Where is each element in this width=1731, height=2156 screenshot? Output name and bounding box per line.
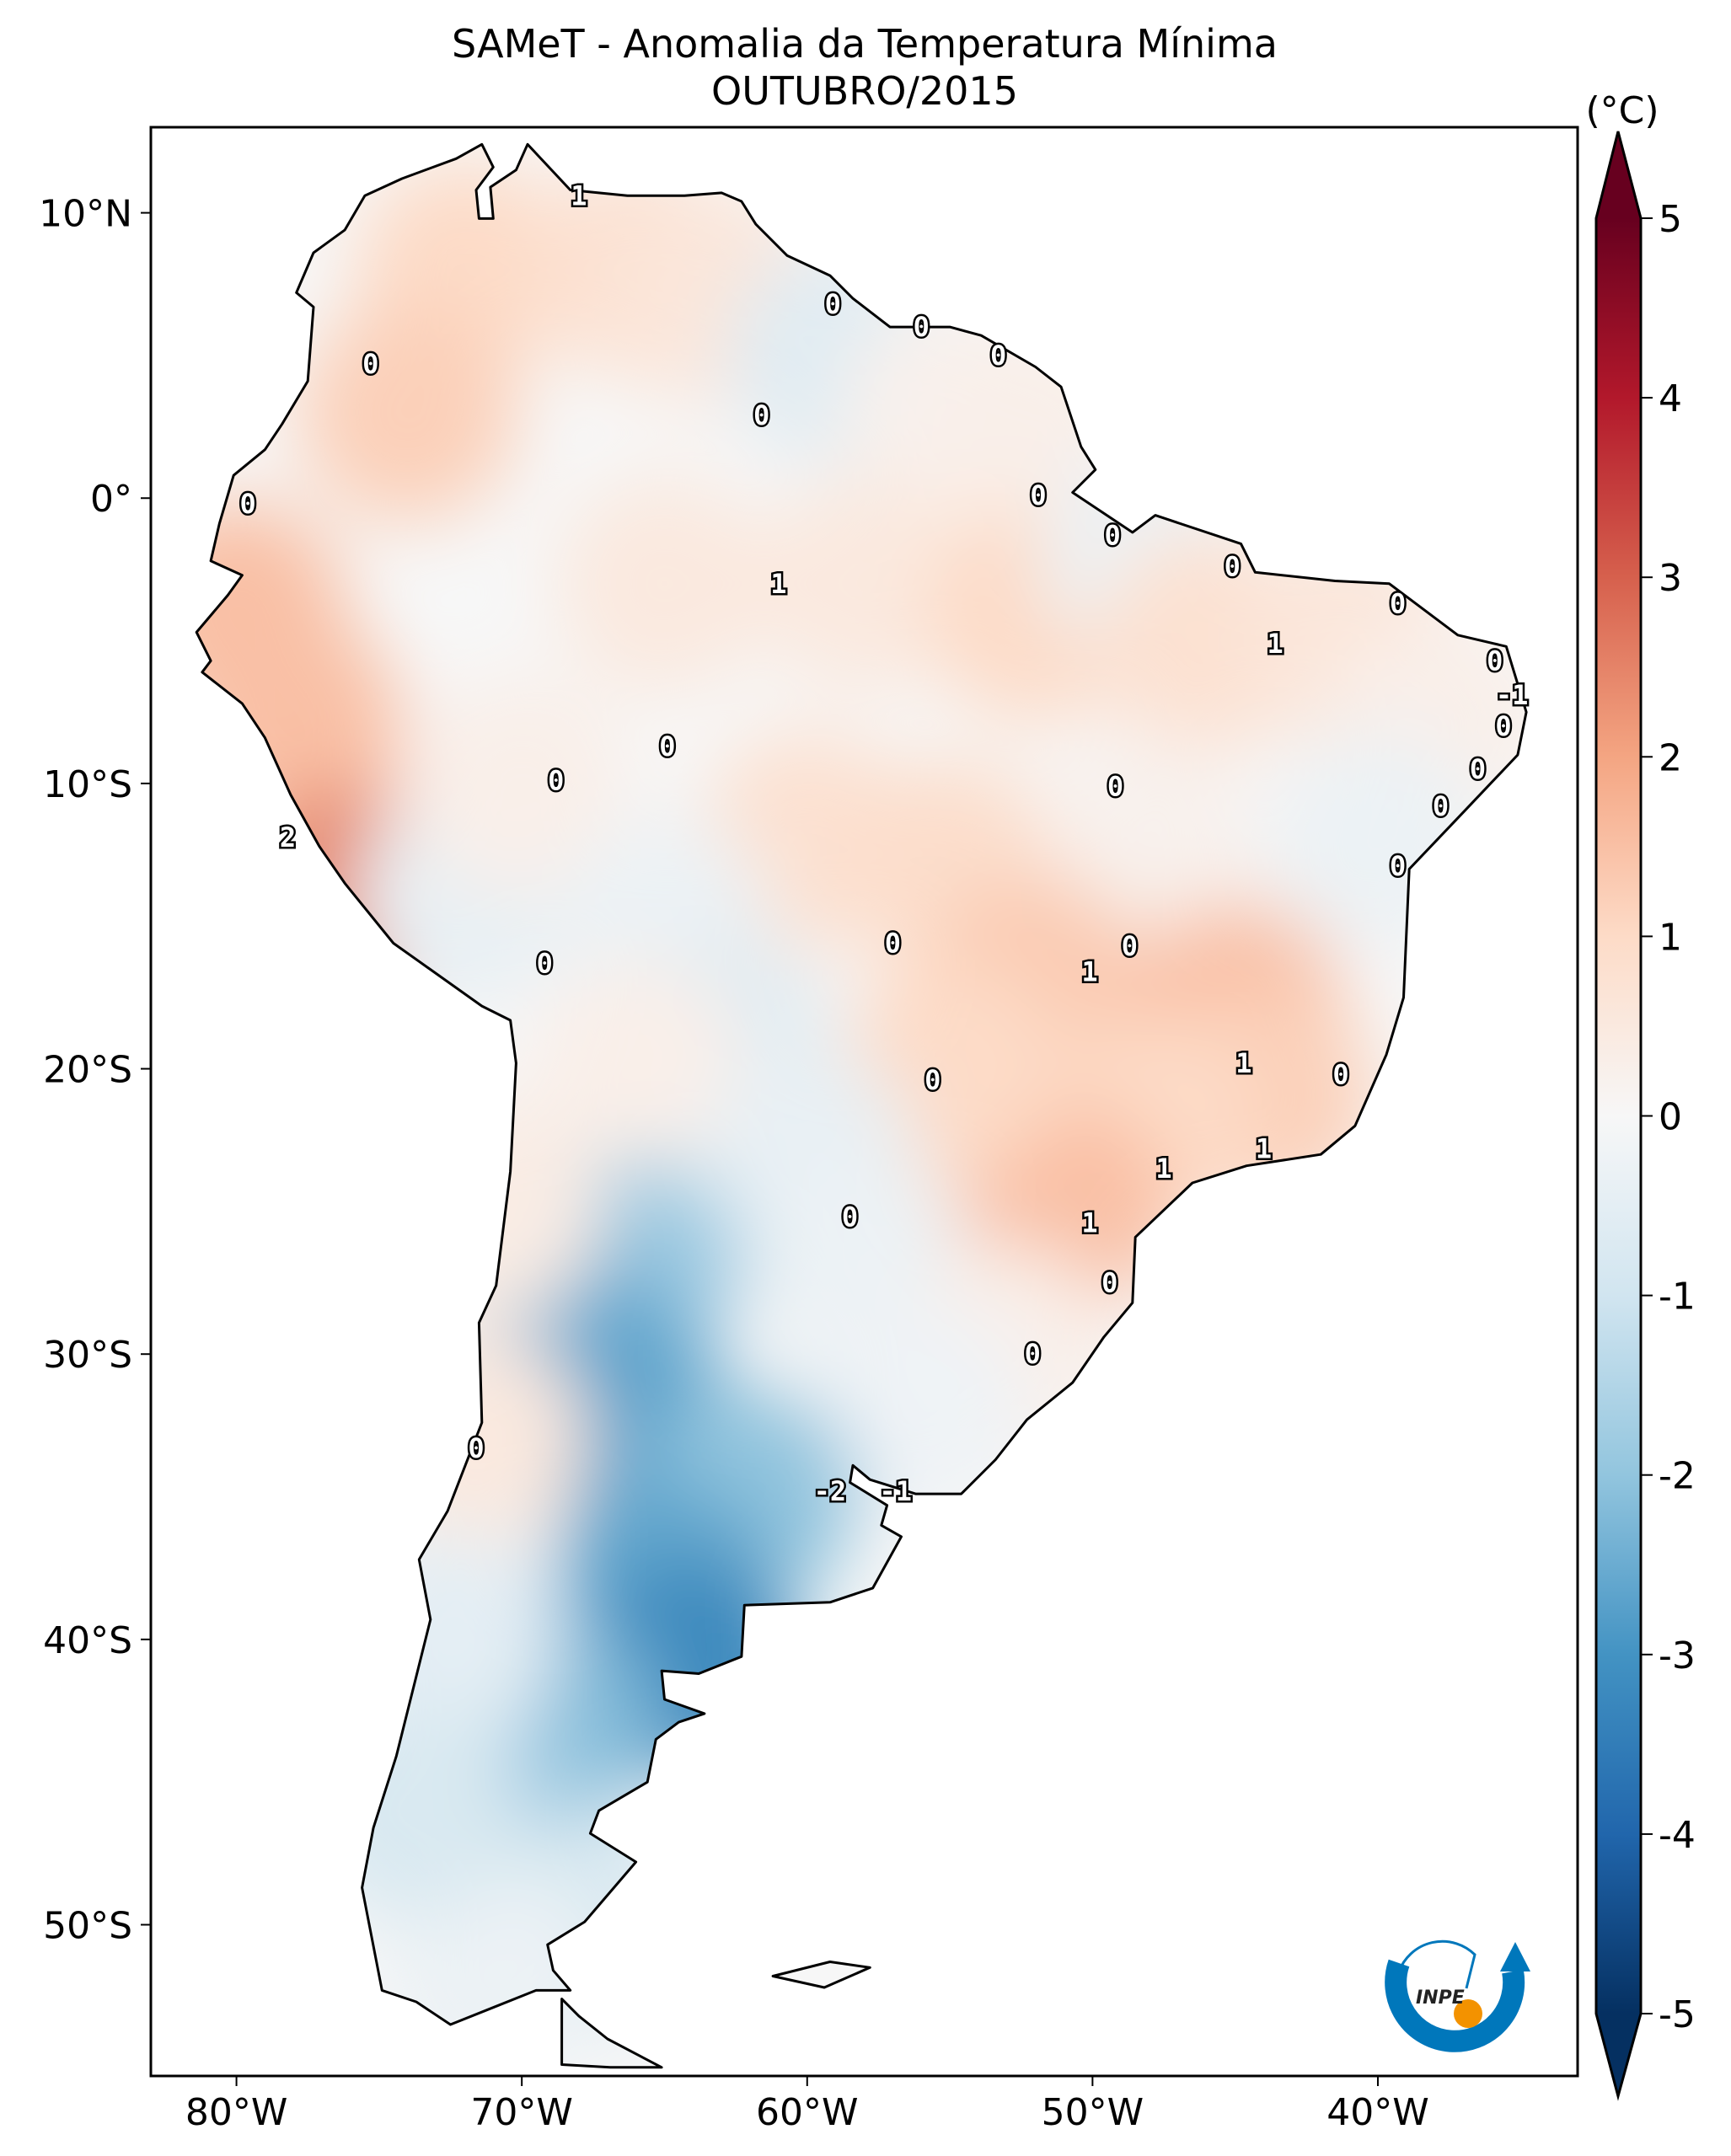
field-sample [383,1101,603,1321]
contour-label: 0 [468,1432,484,1464]
field-sample [526,959,746,1179]
x-tick-label: 40°W [1326,2091,1429,2134]
field-sample [297,1701,517,1921]
colorbar: (°C) 5 4 3 2 1 0 -1 -2 -3 -4 -5 [1585,89,1696,2101]
contour-label: 0 [1107,770,1123,802]
contour-label: 0 [924,1064,941,1096]
x-tick-label: 70°W [470,2091,573,2134]
contour-label: 0 [1433,790,1449,822]
logo-arc [1385,1959,1525,2052]
colorbar-tick-label: 4 [1659,377,1682,420]
colorbar-tick-label: 2 [1659,736,1682,779]
field-sample [754,473,974,693]
contour-label: 0 [1390,588,1406,620]
colorbar-tick-label: 0 [1659,1096,1682,1139]
colorbar-tick-label: -3 [1659,1634,1696,1677]
y-axis: 10°N 0° 10°S 20°S 30°S 40°S 50°S [39,193,151,1948]
contour-label: 1 [1235,1047,1251,1079]
colorbar-tick-label: -2 [1659,1455,1696,1498]
contour-label: 0 [1487,645,1503,677]
contour-label: 1 [571,179,587,211]
y-tick-label: 40°S [43,1619,132,1662]
contour-label: 0 [548,765,564,797]
contour-label: 2 [280,821,296,853]
colorbar-extend-min [1596,2014,1641,2096]
contour-label: 0 [1332,1058,1348,1090]
contour-label: 0 [239,488,255,520]
contour-label: 0 [825,288,841,320]
contour-label: 1 [1081,1206,1097,1238]
contour-label: -1 [1496,679,1529,711]
anomaly-field [196,144,1527,2068]
x-tick-label: 80°W [185,2091,288,2134]
colorbar-tick-label: 1 [1659,916,1682,959]
contour-label: 0 [753,399,769,431]
colorbar-tick-label: 5 [1659,198,1682,241]
field-sample [555,473,774,693]
contour-label: 0 [1225,551,1241,583]
field-sample [412,673,632,893]
contour-label: 0 [990,340,1006,372]
y-tick-label: 10°N [39,193,132,236]
colorbar-extend-max [1596,131,1641,218]
contour-label: 1 [770,568,786,600]
falklands-coast [771,1961,871,1989]
tierra-del-fuego-coast [560,1998,663,2069]
contour-label: -2 [814,1475,847,1507]
contour-label: 0 [1030,479,1046,511]
logo-inner-arc [1397,1939,1476,1989]
logo-text: INPE [1416,1987,1465,2009]
field-sample [297,302,517,522]
inpe-logo: INPE [1385,1939,1530,2052]
y-tick-label: 0° [90,478,132,521]
colorbar-tick-label: 3 [1659,557,1682,600]
mainland-coast [195,142,1528,2026]
contour-label: -1 [879,1475,912,1507]
y-tick-label: 30°S [43,1334,132,1377]
x-tick-label: 50°W [1042,2091,1144,2134]
y-tick-label: 20°S [43,1049,132,1092]
contour-label: 0 [885,928,901,960]
colorbar-tick-label: -1 [1659,1276,1696,1319]
colorbar-gradient [1596,218,1641,2014]
chart-subtitle: OUTUBRO/2015 [711,68,1018,114]
y-tick-label: 10°S [43,763,132,806]
colorbar-tick-label: -5 [1659,1993,1696,2036]
contour-label: 0 [1495,710,1511,742]
logo-arrow-icon [1500,1942,1530,1971]
chart-title: SAMeT - Anomalia da Temperatura Mínima [452,21,1278,67]
contour-label: 0 [659,730,675,762]
field-sample [812,1301,1032,1521]
contour-label: 0 [1470,753,1486,785]
x-axis: 80°W 70°W 60°W 50°W 40°W [185,2076,1429,2134]
contour-label: 1 [1155,1153,1171,1185]
contour-label: 0 [914,311,930,343]
contour-label: 0 [537,947,553,979]
colorbar-tick-label: -4 [1659,1814,1696,1857]
contour-label: 1 [1267,628,1283,660]
coastline [195,142,1528,2069]
field-sample [196,502,346,722]
contour-label: 0 [842,1201,858,1233]
contour-label: 1 [1081,955,1097,987]
map-frame [149,126,1579,2078]
field-sample [1267,730,1487,950]
x-tick-label: 60°W [756,2091,859,2134]
contour-label: 0 [1101,1267,1117,1299]
colorbar-label: (°C) [1585,89,1659,132]
contour-label: 0 [1122,930,1138,962]
contour-label: 1 [1256,1132,1272,1164]
contour-label: 0 [1390,850,1406,882]
contour-label: 0 [1104,519,1120,551]
logo-orange-dot [1454,1999,1482,2028]
contour-label: 0 [1025,1338,1041,1370]
contour-label: 0 [362,348,378,380]
y-tick-label: 50°S [43,1905,132,1948]
